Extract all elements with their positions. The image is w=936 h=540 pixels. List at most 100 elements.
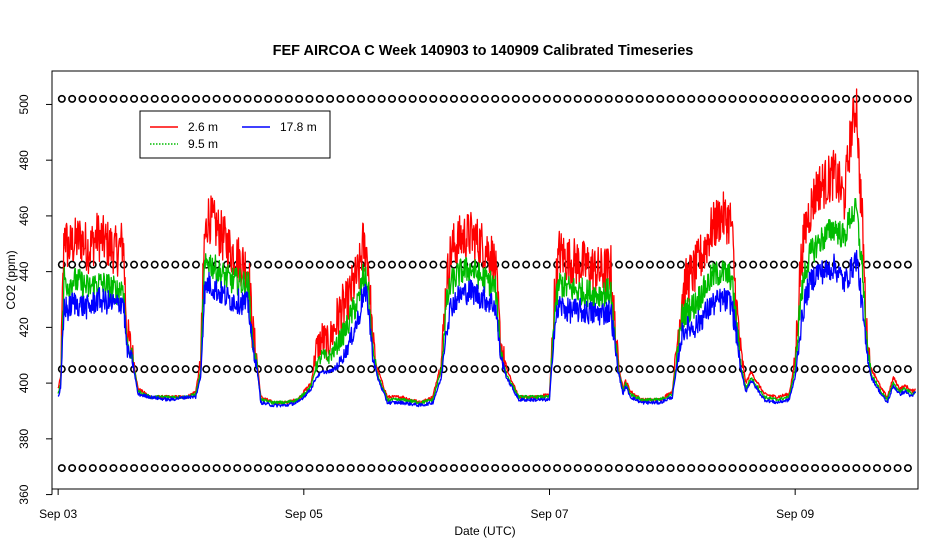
calibration-marker <box>284 94 293 103</box>
calibration-marker <box>398 94 407 103</box>
calibration-marker <box>687 464 696 473</box>
calibration-marker <box>388 94 397 103</box>
x-tick-label: Sep 03 <box>39 507 77 521</box>
calibration-marker <box>99 260 108 269</box>
calibration-marker <box>377 464 386 473</box>
calibration-marker <box>388 260 397 269</box>
calibration-marker <box>161 464 170 473</box>
calibration-marker <box>780 94 789 103</box>
calibration-marker <box>130 94 139 103</box>
calibration-marker <box>150 365 159 374</box>
calibration-marker <box>68 260 77 269</box>
calibration-marker <box>511 365 520 374</box>
calibration-marker <box>811 464 820 473</box>
calibration-marker <box>418 365 427 374</box>
calibration-marker <box>346 260 355 269</box>
calibration-marker <box>253 94 262 103</box>
y-tick-label: 420 <box>17 317 31 337</box>
calibration-marker <box>728 464 737 473</box>
calibration-marker <box>635 464 644 473</box>
calibration-marker <box>243 365 252 374</box>
calibration-marker <box>604 464 613 473</box>
calibration-marker <box>584 464 593 473</box>
calibration-marker <box>212 464 221 473</box>
calibration-marker <box>800 464 809 473</box>
calibration-marker <box>532 94 541 103</box>
calibration-marker <box>429 464 438 473</box>
calibration-marker <box>130 260 139 269</box>
calibration-marker <box>480 365 489 374</box>
calibration-marker <box>800 365 809 374</box>
calibration-marker <box>264 94 273 103</box>
calibration-marker <box>522 94 531 103</box>
calibration-marker <box>780 464 789 473</box>
calibration-marker <box>584 94 593 103</box>
calibration-marker <box>707 94 716 103</box>
calibration-marker <box>377 260 386 269</box>
calibration-marker <box>645 365 654 374</box>
calibration-marker <box>398 464 407 473</box>
calibration-marker <box>687 94 696 103</box>
calibration-marker <box>615 260 624 269</box>
calibration-marker <box>615 94 624 103</box>
calibration-marker <box>903 94 912 103</box>
calibration-marker <box>604 94 613 103</box>
calibration-marker <box>769 260 778 269</box>
calibration-marker <box>738 464 747 473</box>
calibration-marker <box>264 365 273 374</box>
calibration-marker <box>408 260 417 269</box>
calibration-marker <box>842 365 851 374</box>
calibration-marker <box>707 365 716 374</box>
calibration-marker <box>625 260 634 269</box>
calibration-marker <box>728 94 737 103</box>
calibration-marker <box>491 464 500 473</box>
calibration-marker <box>305 365 314 374</box>
y-tick-label: 440 <box>17 261 31 281</box>
calibration-marker <box>625 94 634 103</box>
calibration-marker <box>336 260 345 269</box>
calibration-marker <box>625 365 634 374</box>
calibration-marker <box>615 464 624 473</box>
y-tick-label: 400 <box>17 373 31 393</box>
calibration-marker <box>676 464 685 473</box>
calibration-marker <box>171 260 180 269</box>
calibration-marker <box>666 260 675 269</box>
calibration-marker <box>377 365 386 374</box>
calibration-marker <box>553 464 562 473</box>
calibration-marker <box>449 464 458 473</box>
calibration-marker <box>222 365 231 374</box>
calibration-marker <box>99 464 108 473</box>
calibration-marker <box>233 365 242 374</box>
calibration-marker <box>305 260 314 269</box>
x-axis-label: Date (UTC) <box>454 524 515 538</box>
calibration-marker <box>790 464 799 473</box>
calibration-marker <box>367 464 376 473</box>
calibration-marker <box>501 464 510 473</box>
calibration-marker <box>872 365 881 374</box>
calibration-marker <box>233 94 242 103</box>
calibration-marker <box>511 94 520 103</box>
x-axis: Sep 03 Sep 05 Sep 07 Sep 09 <box>39 488 814 521</box>
calibration-marker <box>893 260 902 269</box>
calibration-marker <box>78 464 87 473</box>
x-tick-label: Sep 05 <box>285 507 323 521</box>
calibration-marker <box>88 260 97 269</box>
calibration-marker <box>594 464 603 473</box>
calibration-marker <box>501 260 510 269</box>
calibration-marker <box>883 94 892 103</box>
calibration-marker <box>759 260 768 269</box>
calibration-marker <box>759 464 768 473</box>
calibration-marker <box>212 365 221 374</box>
calibration-marker <box>346 365 355 374</box>
calibration-marker <box>573 94 582 103</box>
calibration-marker <box>800 94 809 103</box>
calibration-marker <box>831 365 840 374</box>
calibration-marker <box>140 94 149 103</box>
calibration-marker <box>78 365 87 374</box>
calibration-marker <box>563 464 572 473</box>
legend: 2.6 m 17.8 m 9.5 m <box>139 110 331 159</box>
calibration-marker <box>88 365 97 374</box>
calibration-marker <box>191 94 200 103</box>
calibration-marker <box>656 94 665 103</box>
calibration-marker <box>749 94 758 103</box>
